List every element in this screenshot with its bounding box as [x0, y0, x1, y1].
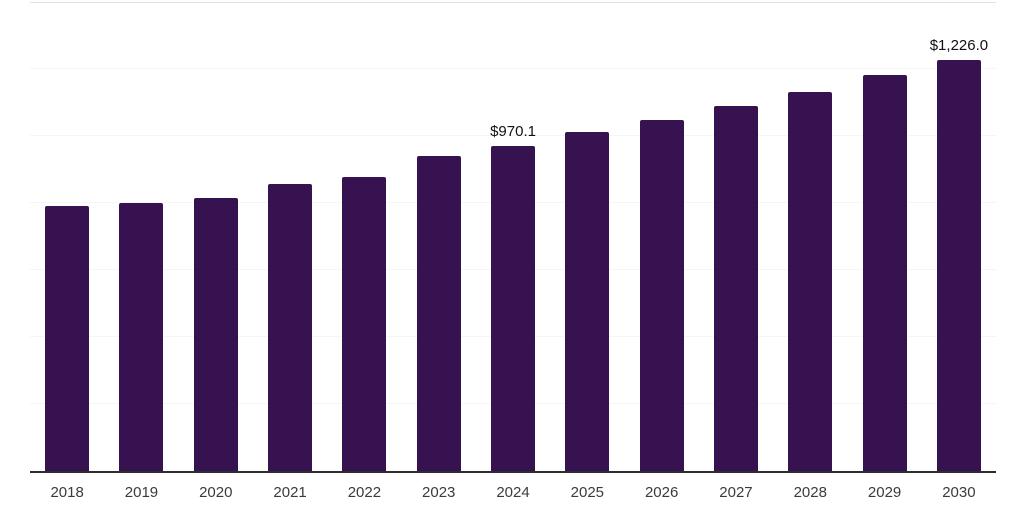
- bar-slot-2029: [847, 2, 921, 471]
- x-axis-line: [30, 471, 996, 473]
- x-axis-label-2022: 2022: [347, 484, 382, 501]
- bars-container: $970.1 $1,226.0: [30, 2, 996, 471]
- bar-2030: [936, 60, 981, 471]
- x-axis-label-2023: 2023: [422, 484, 456, 501]
- bar-slot-2026: [625, 2, 699, 471]
- gridline-1200: [30, 68, 996, 69]
- x-axis-label-2021: 2021: [273, 484, 307, 501]
- bar-slot-2019: [104, 2, 178, 471]
- bar-2026: [639, 119, 684, 471]
- bar-slot-2021: [253, 2, 327, 471]
- bar-slot-2027: [699, 2, 773, 471]
- bar-2020: [193, 197, 238, 471]
- bar-2028: [788, 92, 833, 471]
- bar-2019: [119, 202, 164, 471]
- bar-slot-2028: [773, 2, 847, 471]
- bar-2023: [416, 156, 461, 471]
- bar-slot-2023: [402, 2, 476, 471]
- x-axis-label-2020: 2020: [199, 484, 233, 501]
- bar-value-label-2024: $970.1: [490, 123, 536, 141]
- x-axis-label-2026: 2026: [644, 484, 679, 501]
- bar-slot-2025: [550, 2, 624, 471]
- bar-2018: [45, 205, 90, 471]
- bar-2021: [268, 184, 313, 471]
- bar-2025: [565, 132, 610, 471]
- bar-2024: [491, 146, 536, 471]
- x-axis-label-2024: 2024: [496, 484, 530, 501]
- bar-slot-2018: [30, 2, 104, 471]
- x-axis-labels: 2018 2019 2020 2021 2022 2023 2024 2025 2026 2027…: [30, 485, 996, 500]
- bar-2022: [342, 176, 387, 471]
- plot-area: $970.1 $1,226.0: [30, 2, 996, 471]
- x-axis-label-2030: 2030: [942, 484, 976, 501]
- gridline-1000: [30, 135, 996, 136]
- bar-2029: [862, 75, 907, 471]
- chart-top-border: [30, 2, 996, 3]
- bar-value-label-2030: $1,226.0: [929, 37, 989, 55]
- x-axis-label-2028: 2028: [793, 484, 827, 501]
- x-axis-label-2025: 2025: [570, 484, 605, 501]
- x-axis-label-2029: 2029: [867, 484, 902, 501]
- bar-slot-2020: [179, 2, 253, 471]
- x-axis-label-2027: 2027: [719, 484, 753, 501]
- bar-2027: [713, 105, 758, 471]
- bar-slot-2024: $970.1: [476, 2, 550, 471]
- bar-slot-2022: [327, 2, 401, 471]
- x-axis-label-2018: 2018: [50, 484, 84, 501]
- x-axis-label-2019: 2019: [124, 484, 159, 501]
- bar-slot-2030: $1,226.0: [922, 2, 996, 471]
